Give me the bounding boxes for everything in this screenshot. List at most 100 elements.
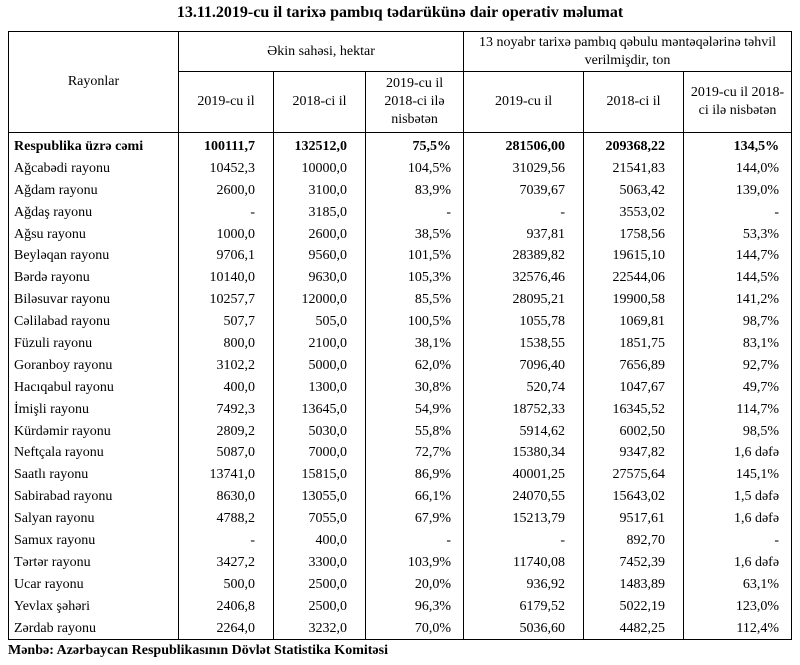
table-cell: 10140,0 (178, 267, 274, 290)
table-cell: 100,5% (364, 311, 465, 334)
table-cell: Füzuli rayonu (8, 333, 179, 355)
table-cell: 3300,0 (273, 551, 366, 574)
table: Rayonlar Əkin sahəsi, hektar 13 noyabr t… (8, 31, 793, 641)
table-row: Ağcabədi rayonu 10452,3 10000,0 104,5% 31029… (8, 157, 793, 180)
table-cell: 9706,1 (178, 245, 274, 268)
table-cell: 21541,83 (583, 157, 685, 180)
table-cell: 63,1% (683, 573, 793, 596)
table-cell: 19900,58 (583, 289, 685, 312)
table-cell: 96,3% (364, 595, 465, 618)
table-row: Ağdaş rayonu -3185,0- -3553,02- (8, 201, 793, 224)
table-cell: 1,6 dəfə (683, 551, 793, 574)
table-cell: 86,9% (364, 464, 465, 487)
table-cell: 2500,0 (273, 573, 366, 596)
table-cell: 62,0% (364, 354, 465, 377)
table-cell: 5914,62 (463, 420, 585, 443)
table-cell: 98,5% (683, 420, 793, 443)
table-cell: 15213,79 (463, 508, 585, 531)
table-cell: 27575,64 (583, 464, 685, 487)
table-cell: Samux rayonu (8, 530, 179, 552)
table-row: Yevlax şəhəri 2406,8 2500,0 96,3% 6179,52 502… (8, 595, 793, 618)
table-cell: Ağdaş rayonu (8, 201, 179, 224)
table-cell: 67,9% (364, 508, 465, 531)
table-cell: 520,74 (463, 376, 585, 399)
table-cell: - (683, 530, 793, 552)
table-cell: Yevlax şəhəri (8, 595, 179, 618)
table-cell: 104,5% (364, 157, 465, 180)
table-cell: İmişli rayonu (8, 398, 179, 421)
table-cell: 2500,0 (273, 595, 366, 618)
table-cell: 2406,8 (178, 595, 274, 618)
table-cell: 38,1% (364, 333, 465, 355)
table-row: Ağdam rayonu 2600,0 3100,0 83,9% 7039,67 5063… (8, 179, 793, 202)
table-cell: 139,0% (683, 179, 793, 202)
table-cell: Ucar rayonu (8, 573, 179, 596)
table-cell: Biləsuvar rayonu (8, 289, 179, 312)
table-cell: - (178, 530, 274, 552)
table-cell: 7656,89 (583, 354, 685, 377)
table-cell: 5036,60 (463, 617, 585, 641)
table-cell: Saatlı rayonu (8, 464, 179, 487)
table-cell: 7452,39 (583, 551, 685, 574)
table-cell: 10452,3 (178, 157, 274, 180)
table-cell: 1758,56 (583, 223, 685, 246)
table-cell: Respublika üzrə cəmi (8, 132, 179, 158)
table-cell: 7096,40 (463, 354, 585, 377)
table-cell: 12000,0 (273, 289, 366, 312)
table-cell: 3100,0 (273, 179, 366, 202)
table-cell: 134,5% (683, 132, 793, 158)
table-cell: 53,3% (683, 223, 793, 246)
table-cell: 9560,0 (273, 245, 366, 268)
table-cell: 16345,52 (583, 398, 685, 421)
table-cell: 1483,89 (583, 573, 685, 596)
table-cell: 144,5% (683, 267, 793, 290)
table-cell: 18752,33 (463, 398, 585, 421)
table-row: İmişli rayonu 7492,3 13645,0 54,9% 18752,33 1… (8, 398, 793, 421)
table-row: Beyləqan rayonu 9706,1 9560,0 101,5% 28389,8… (8, 245, 793, 268)
header-cell: 2019-cu il 2018-ci ilə nisbətən (683, 71, 793, 133)
table-cell: 3232,0 (273, 617, 366, 641)
table-cell: Hacıqabul rayonu (8, 376, 179, 399)
table-cell: 5000,0 (273, 354, 366, 377)
table-cell: 1047,67 (583, 376, 685, 399)
table-cell: 7492,3 (178, 398, 274, 421)
table-cell: 281506,00 (463, 132, 585, 158)
table-row: Saatlı rayonu 13741,0 15815,0 86,9% 40001,25… (8, 464, 793, 487)
table-cell: Neftçala rayonu (8, 442, 179, 465)
table-cell: 19615,10 (583, 245, 685, 268)
table-row: Sabirabad rayonu 8630,0 13055,0 66,1% 24070,… (8, 486, 793, 509)
table-cell: 5030,0 (273, 420, 366, 443)
table-cell: 2600,0 (178, 179, 274, 202)
table-cell: 114,7% (683, 398, 793, 421)
table-cell: - (178, 201, 274, 224)
table-cell: 1,6 dəfə (683, 508, 793, 531)
table-cell: 936,92 (463, 573, 585, 596)
table-cell: 505,0 (273, 311, 366, 334)
table-cell: Bərdə rayonu (8, 267, 179, 290)
table-cell: 132512,0 (273, 132, 366, 158)
table-cell: 103,9% (364, 551, 465, 574)
header-cell: 2019-cu il (463, 71, 585, 133)
table-cell: Beyləqan rayonu (8, 245, 179, 268)
table-cell: 7055,0 (273, 508, 366, 531)
table-cell: 1,5 dəfə (683, 486, 793, 509)
table-cell: 10000,0 (273, 157, 366, 180)
table-cell: 1300,0 (273, 376, 366, 399)
table-cell: 101,5% (364, 245, 465, 268)
table-cell: 5087,0 (178, 442, 274, 465)
table-cell: 5063,42 (583, 179, 685, 202)
table-cell: 72,7% (364, 442, 465, 465)
table-cell: 66,1% (364, 486, 465, 509)
title: 13.11.2019-cu il tarixə pambıq tədarükün… (176, 4, 624, 21)
table-cell: 15815,0 (273, 464, 366, 487)
table-cell: 9630,0 (273, 267, 366, 290)
table-cell: Cəlilabad rayonu (8, 311, 179, 334)
table-row: Cəlilabad rayonu 507,7 505,0 100,5% 1055,78 1… (8, 311, 793, 334)
table-cell: 4788,2 (178, 508, 274, 531)
table-cell: 500,0 (178, 573, 274, 596)
table-cell: Sabirabad rayonu (8, 486, 179, 509)
table-cell: 3185,0 (273, 201, 366, 224)
table-cell: 123,0% (683, 595, 793, 618)
source: Mənbə: Azərbaycan Respublikasının Dövlət… (8, 643, 388, 658)
